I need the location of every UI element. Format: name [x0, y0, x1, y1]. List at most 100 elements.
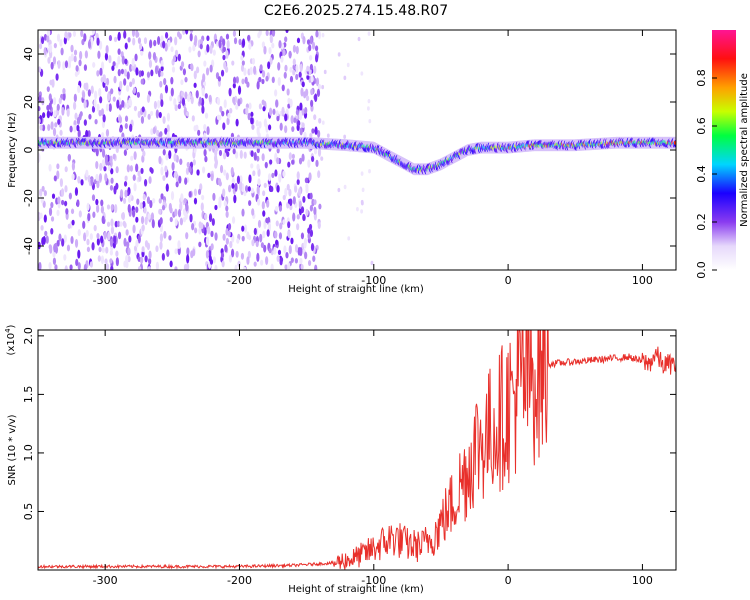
spectrogram-noise-cell — [184, 76, 188, 83]
spectrogram-noise-cell — [201, 87, 205, 97]
spectrogram-noise-cell — [132, 37, 136, 46]
spectrogram-noise-cell — [61, 106, 65, 116]
spectrogram-noise-cell — [280, 42, 285, 50]
spectrogram-noise-cell — [50, 61, 54, 70]
spectrogram-noise-cell — [160, 35, 164, 43]
spectrogram-noise-cell — [262, 230, 266, 239]
spectrogram-noise-cell — [281, 106, 285, 116]
spectrogram-noise-cell — [77, 249, 81, 259]
spectrogram-noise-cell — [63, 200, 68, 207]
spectrogram-noise-cell — [105, 263, 110, 270]
spectrogram-noise-cell — [71, 161, 76, 171]
spectrogram-noise-cell — [249, 66, 253, 76]
spectrogram-noise-cell — [278, 205, 283, 212]
spectrogram-noise-cell — [305, 88, 309, 97]
spectrogram-noise-cell — [261, 70, 266, 78]
spectrogram-noise-cell — [218, 181, 222, 187]
spectrogram-noise-cell — [62, 91, 66, 101]
spectrogram-noise-cell — [134, 53, 138, 62]
spectrogram-noise-cell — [164, 84, 169, 94]
spectrogram-noise-cell — [296, 214, 300, 220]
spectrogram-noise-cell — [185, 202, 189, 212]
spectrogram-noise-cell — [226, 117, 230, 126]
spectrogram-noise-cell — [57, 60, 61, 69]
spectrogram-noise-cell — [162, 40, 166, 49]
spectrogram-noise-cell — [84, 50, 88, 59]
spectrogram-noise-cell — [295, 109, 300, 116]
spectrogram-noise-cell — [74, 112, 78, 120]
spectrogram-noise-cell — [276, 255, 280, 263]
spectrogram-noise-cell — [159, 241, 163, 250]
spectrogram-noise-cell — [171, 66, 176, 73]
spectrogram-noise-cell — [129, 123, 133, 132]
spectrogram-noise-cell — [253, 261, 257, 267]
spectrogram-noise-cell — [38, 118, 41, 124]
colorbar-tick-label: 0.4 — [695, 165, 708, 183]
spectrogram-noise-cell — [46, 110, 50, 119]
spectrogram-noise-cell — [247, 112, 251, 121]
spectrogram-noise-cell — [289, 66, 293, 73]
spectrogram-noise-cell — [71, 173, 75, 180]
spectrogram-noise-cell — [182, 216, 187, 223]
y-tick-label: 2.0 — [22, 327, 35, 345]
spectrogram-noise-cell — [96, 70, 100, 77]
y-tick-label: 0 — [22, 147, 35, 154]
spectrogram-noise-cell — [197, 50, 201, 58]
spectrogram-noise-cell — [105, 77, 110, 86]
spectrogram-noise-cell — [232, 148, 236, 155]
spectrogram-noise-cell — [86, 202, 90, 211]
spectrogram-noise-cell — [88, 113, 92, 120]
spectrogram-noise-cell — [226, 151, 230, 157]
spectrogram-noise-cell — [77, 229, 81, 237]
spectrogram-noise-cell — [183, 197, 187, 204]
spectrogram-noise-cell — [65, 208, 69, 215]
spectrogram-noise-cell — [56, 239, 60, 247]
spectrogram-noise-cell — [205, 67, 210, 76]
spectrogram-noise-cell — [56, 209, 60, 217]
spectrogram-noise-cell — [337, 187, 341, 193]
spectrogram-noise-cell — [276, 157, 280, 165]
spectrogram-noise-cell — [263, 45, 267, 55]
spectrogram-noise-cell — [85, 129, 89, 138]
spectrogram-noise-cell — [228, 254, 233, 263]
spectrogram-noise-cell — [169, 216, 173, 223]
spectrogram-noise-cell — [204, 155, 208, 163]
spectrogram-noise-cell — [52, 257, 57, 265]
spectrogram-noise-cell — [39, 188, 43, 197]
spectrogram-noise-cell — [235, 76, 239, 84]
spectrogram-noise-cell — [188, 46, 192, 53]
x-tick-label: -200 — [227, 274, 252, 287]
spectrogram-noise-cell — [306, 65, 310, 72]
spectrogram-noise-cell — [292, 212, 296, 222]
spectrogram-noise-cell — [127, 196, 132, 203]
spectrogram-noise-cell — [216, 97, 221, 106]
spectrogram-noise-cell — [71, 219, 75, 226]
spectrogram-noise-cell — [63, 234, 67, 243]
spectrogram-noise-cell — [95, 147, 99, 157]
spectrogram-noise-cell — [83, 99, 87, 109]
spectrogram-noise-cell — [91, 30, 96, 35]
spectrogram-noise-cell — [126, 241, 130, 248]
spectrogram-noise-cell — [142, 150, 146, 157]
spectrogram-noise-cell — [140, 167, 144, 175]
spectrogram-noise-cell — [132, 224, 136, 234]
spectrogram-noise-cell — [64, 185, 68, 193]
spectrogram-noise-cell — [99, 40, 103, 50]
spectrogram-noise-cell — [214, 232, 218, 241]
spectrogram-noise-cell — [141, 106, 145, 113]
x-tick-label: 0 — [505, 574, 512, 587]
spectrogram-noise-cell — [199, 43, 203, 50]
spectrogram-noise-cell — [185, 167, 190, 175]
spectrogram-noise-cell — [53, 110, 57, 118]
spectrogram-noise-cell — [108, 54, 112, 64]
spectrogram-noise-cell — [159, 217, 163, 225]
spectrogram-noise-cell — [110, 168, 114, 175]
spectrogram-noise-cell — [194, 227, 198, 234]
spectrogram-noise-cell — [42, 235, 46, 245]
spectrogram-noise-cell — [98, 246, 102, 253]
spectrogram-noise-cell — [100, 205, 105, 214]
spectrogram-noise-cell — [318, 203, 322, 210]
spectrogram-noise-cell — [117, 48, 121, 55]
spectrogram-noise-cell — [248, 42, 252, 50]
spectrogram-noise-cell — [182, 208, 187, 216]
